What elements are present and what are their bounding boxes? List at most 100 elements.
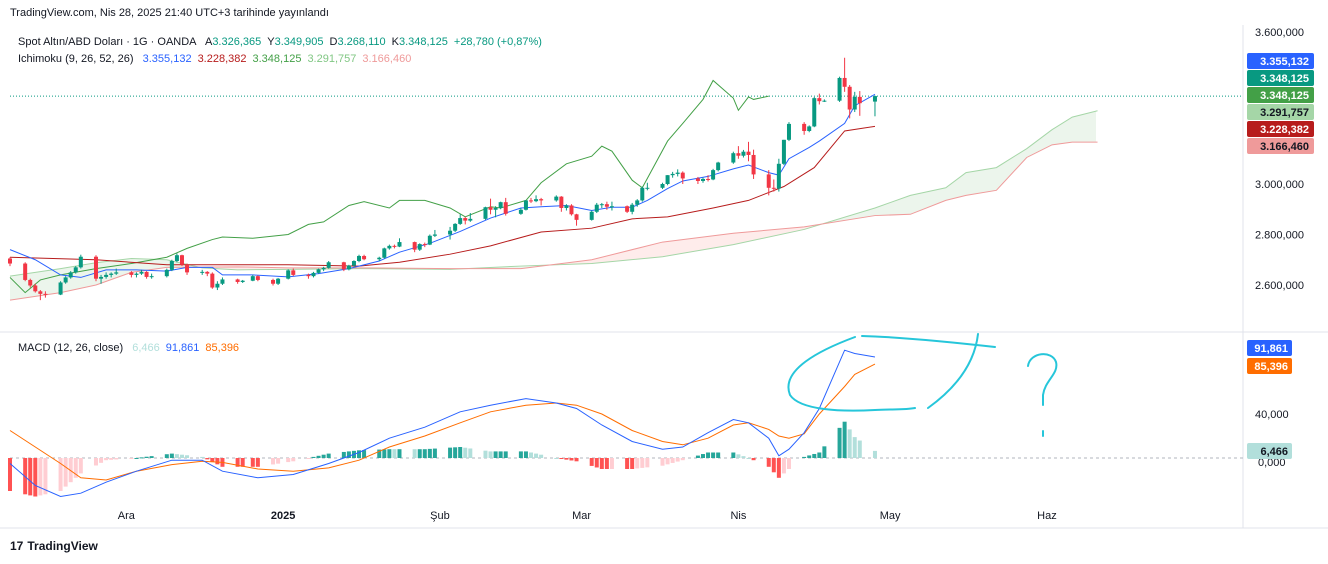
macd-histogram-bar [43, 458, 48, 495]
candle-body [700, 178, 705, 181]
macd-histogram-bar [589, 458, 594, 466]
candle [554, 195, 559, 202]
candle [564, 204, 569, 211]
price-badge: 3.348,125 [1247, 87, 1314, 103]
macd-histogram-bar [8, 458, 12, 491]
candle [240, 279, 245, 283]
candle [271, 278, 276, 286]
candle [185, 263, 190, 275]
candle [781, 139, 786, 166]
candle-body [812, 98, 817, 127]
drawn-loop-annotation[interactable] [787, 336, 916, 412]
macd-histogram-bar [483, 450, 488, 458]
candle [362, 254, 367, 261]
candle [574, 213, 579, 226]
candle [716, 161, 721, 172]
candle-body [63, 277, 68, 283]
macd-histogram-bar [417, 449, 422, 458]
macd-histogram-bar [518, 451, 523, 458]
symbol-legend[interactable]: Spot Altın/ABD Doları · 1G · OANDA A3.32… [18, 36, 542, 48]
macd-histogram-bar [529, 452, 534, 458]
macd-histogram-bar [215, 458, 220, 465]
macd-histogram-bar [488, 451, 493, 458]
candle-body [8, 258, 12, 264]
macd-badge-label: 6,466 [1260, 446, 1288, 458]
macd-layer [8, 349, 877, 498]
candle [695, 176, 700, 184]
candle [321, 266, 326, 272]
macd-histogram-bar [817, 452, 822, 458]
macd-histogram-bar [731, 452, 736, 458]
candle [660, 182, 665, 190]
macd-histogram-bar [422, 449, 427, 458]
candle [604, 201, 609, 210]
macd-histogram-bar [872, 450, 877, 458]
candle-body [78, 256, 83, 268]
candle-body [291, 270, 296, 275]
candle-body [215, 283, 220, 288]
drawn-curve-annotation[interactable] [927, 333, 979, 409]
price-badge-label: 3.348,125 [1260, 73, 1309, 85]
time-tick-label: Şub [430, 510, 450, 522]
tradingview-footer[interactable]: 17 TradingView [10, 539, 98, 553]
macd-histogram-bar [458, 447, 463, 458]
macd-histogram-bar [149, 456, 154, 458]
candle-body [174, 255, 179, 262]
macd-histogram-bar [493, 451, 498, 458]
candle-body [99, 276, 104, 279]
macd-histogram-bar [837, 427, 842, 458]
candle [109, 272, 114, 278]
macd-histogram-bar [448, 447, 453, 458]
candle [731, 151, 736, 164]
macd-title: MACD (12, 26, close) [18, 342, 124, 354]
candle-body [675, 172, 680, 174]
candle [625, 205, 630, 214]
candle [235, 278, 240, 284]
macd-histogram-bar [144, 456, 149, 458]
candle-body [741, 151, 746, 156]
candle [599, 202, 604, 208]
candle-body [240, 280, 245, 282]
leading-span-b-line [9, 141, 1098, 301]
macd-histogram-bar [716, 452, 721, 458]
candle [276, 277, 281, 285]
candle-body [786, 123, 791, 140]
macd-histogram-bar [852, 437, 857, 458]
ichimoku-cloud [820, 111, 1096, 225]
macd-histogram-bar [781, 458, 786, 474]
candle-body [716, 162, 721, 171]
candle-body [43, 293, 48, 295]
macd-histogram-bar [604, 458, 609, 469]
candle [144, 271, 149, 279]
candle [817, 93, 822, 105]
ichimoku-legend[interactable]: Ichimoku (9, 26, 52, 26) 3.355,132 3.228,… [18, 53, 411, 65]
candle-body [114, 272, 119, 274]
macd-histogram-bar [99, 458, 104, 463]
symbol-title: Spot Altın/ABD Doları · 1G · OANDA [18, 36, 196, 48]
drawn-top-line-annotation[interactable] [861, 335, 996, 348]
time-tick-label: Ara [118, 510, 136, 522]
macd-badge-label: 91,861 [1254, 343, 1288, 355]
candle-body [169, 261, 174, 270]
macd-legend[interactable]: MACD (12, 26, close) 6,466 91,861 85,396 [18, 342, 239, 354]
candle [468, 213, 473, 222]
candle [680, 171, 685, 184]
candle-body [817, 98, 822, 102]
ohlc-value: 3.348,125 [398, 36, 448, 48]
candle [812, 96, 817, 128]
macd-histogram-bar [574, 458, 579, 462]
macd-histogram-bar [812, 453, 817, 458]
macd-histogram-bar [776, 458, 781, 478]
candle-body [872, 96, 877, 102]
candle-body [185, 264, 190, 273]
drawn-question-mark[interactable] [1027, 353, 1058, 406]
ohlc-value: 3.326,365 [212, 36, 262, 48]
candle [164, 268, 169, 278]
candle-body [564, 205, 569, 208]
candle-body [554, 196, 559, 201]
macd-value: 91,861 [165, 342, 200, 354]
candle [706, 175, 711, 182]
candle-body [529, 200, 534, 202]
candle [488, 198, 493, 215]
